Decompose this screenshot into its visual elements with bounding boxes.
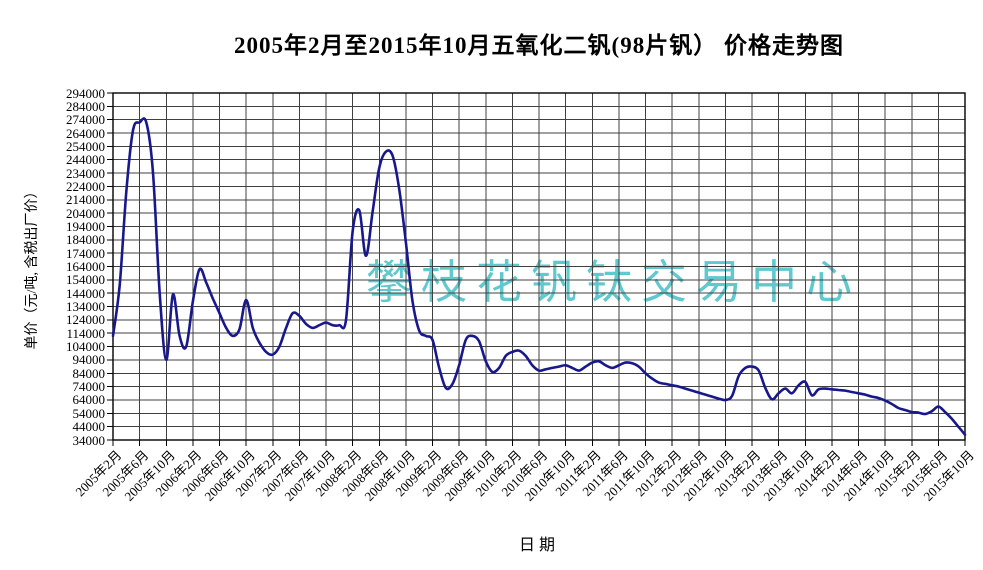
y-tick-label: 194000	[66, 218, 105, 234]
y-tick-label: 164000	[66, 259, 105, 274]
y-tick-label: 54000	[72, 405, 106, 421]
y-tick-label: 144000	[66, 285, 105, 301]
y-tick-label: 274000	[66, 112, 105, 128]
y-tick-label: 174000	[66, 245, 105, 261]
y-tick-label: 184000	[66, 232, 105, 248]
y-tick-label: 244000	[66, 152, 105, 168]
y-tick-label: 44000	[72, 419, 106, 435]
y-tick-label: 234000	[66, 165, 105, 181]
y-tick-label: 104000	[66, 339, 105, 355]
y-tick-label: 204000	[66, 205, 105, 221]
y-tick-label: 84000	[72, 365, 106, 381]
y-tick-label: 254000	[66, 138, 105, 154]
x-axis-title: 日期	[518, 537, 559, 554]
y-tick-label: 74000	[72, 379, 106, 395]
price-line	[111, 117, 967, 436]
y-tick-label: 114000	[66, 325, 105, 341]
y-tick-label: 264000	[66, 125, 105, 141]
y-tick-label: 94000	[72, 352, 106, 368]
y-tick-label: 34000	[72, 432, 106, 448]
watermark: 攀枝花钒钛交易中心	[366, 257, 861, 308]
y-tick-label: 224000	[66, 178, 105, 194]
y-tick-label: 134000	[66, 299, 105, 315]
y-tick-label: 124000	[66, 312, 105, 328]
y-tick-label: 294000	[66, 85, 105, 101]
y-tick-label: 154000	[66, 272, 105, 288]
y-tick-label: 284000	[66, 98, 105, 114]
y-tick-label: 214000	[66, 192, 105, 208]
chart-title: 2005年2月至2015年10月五氧化二钒(98片钒） 价格走势图	[234, 33, 844, 58]
y-tick-label: 64000	[72, 392, 106, 408]
